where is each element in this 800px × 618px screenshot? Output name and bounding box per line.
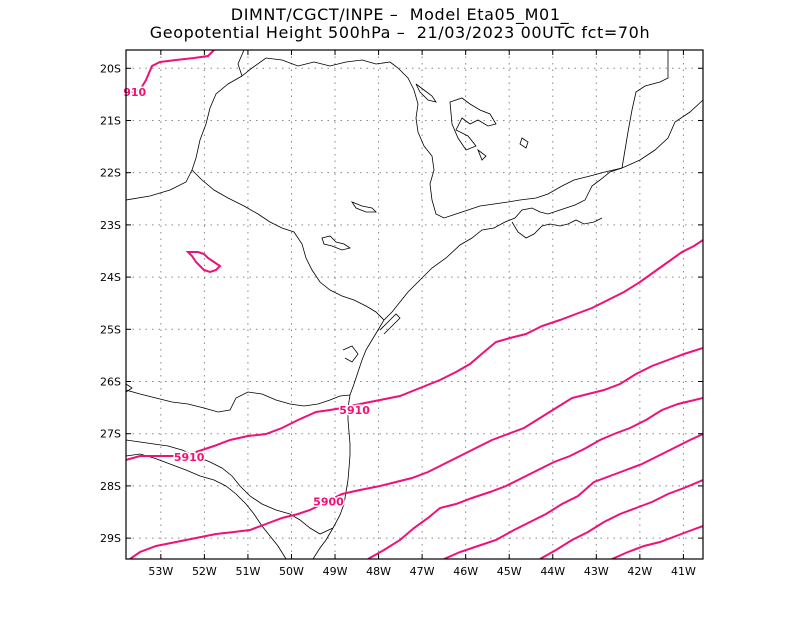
lake bbox=[350, 201, 377, 213]
coast-detail bbox=[379, 313, 401, 335]
geopotential-contours bbox=[126, 50, 703, 559]
lon-tick-label: 43W bbox=[584, 565, 609, 578]
contour-line bbox=[367, 397, 703, 559]
lat-tick-label: 28S bbox=[100, 480, 121, 493]
map-background bbox=[126, 50, 703, 559]
lake bbox=[321, 235, 351, 251]
state-border bbox=[621, 50, 669, 169]
contour-line bbox=[611, 525, 703, 559]
political-borders bbox=[126, 50, 703, 559]
state-border bbox=[126, 439, 334, 535]
lon-tick-label: 48W bbox=[366, 565, 391, 578]
lake bbox=[519, 137, 529, 149]
lake bbox=[477, 148, 487, 161]
state-border bbox=[126, 57, 391, 201]
contour-label: 5910 bbox=[339, 404, 370, 417]
state-border bbox=[237, 50, 245, 77]
coastline bbox=[312, 99, 703, 559]
lat-tick-label: 23S bbox=[100, 219, 121, 232]
lat-tick-label: 21S bbox=[100, 114, 121, 127]
state-border bbox=[389, 61, 623, 219]
country-border bbox=[126, 453, 287, 559]
contour-line bbox=[443, 433, 703, 559]
lon-tick-label: 47W bbox=[410, 565, 435, 578]
contour-line bbox=[185, 251, 222, 274]
contour-labels: 910 5910 5910 5900 bbox=[122, 84, 372, 510]
map-frame bbox=[125, 49, 704, 560]
contour-line bbox=[539, 479, 703, 559]
axis-ticks: 53W 52W 51W 50W 49W 48W 47W 46W 45W 44W 43W 42W 41W 2… bbox=[100, 50, 703, 578]
lat-tick-label: 27S bbox=[100, 428, 121, 441]
lon-tick-label: 44W bbox=[540, 565, 565, 578]
lon-tick-label: 41W bbox=[671, 565, 696, 578]
contour-label: 5900 bbox=[313, 496, 344, 509]
coast-detail bbox=[342, 345, 359, 363]
lat-tick-label: 26S bbox=[100, 376, 121, 389]
contour-line bbox=[129, 347, 703, 559]
lat-tick-label: 25S bbox=[100, 323, 121, 336]
lon-tick-label: 45W bbox=[497, 565, 522, 578]
lat-tick-label: 22S bbox=[100, 167, 121, 180]
contour-label: 910 bbox=[123, 86, 146, 99]
map-title-line2: Geopotential Height 500hPa – 21/03/2023 … bbox=[149, 23, 651, 42]
lon-tick-label: 42W bbox=[627, 565, 652, 578]
lon-tick-label: 52W bbox=[192, 565, 217, 578]
graticule bbox=[126, 50, 703, 559]
state-border bbox=[126, 389, 351, 413]
state-border bbox=[191, 169, 385, 321]
lake bbox=[449, 97, 497, 151]
lat-tick-label: 29S bbox=[100, 532, 121, 545]
lon-tick-label: 53W bbox=[148, 565, 173, 578]
contour-line bbox=[126, 239, 703, 461]
coast-detail bbox=[511, 217, 603, 239]
contour-line bbox=[126, 50, 215, 97]
lon-tick-label: 50W bbox=[279, 565, 304, 578]
lat-tick-label: 20S bbox=[100, 62, 121, 75]
country-border bbox=[126, 383, 133, 393]
lake bbox=[415, 83, 437, 103]
lon-tick-label: 51W bbox=[235, 565, 260, 578]
contour-label: 5910 bbox=[174, 451, 205, 464]
lon-tick-label: 49W bbox=[323, 565, 348, 578]
lat-tick-label: 24S bbox=[100, 271, 121, 284]
map-title-line1: DIMNT/CGCT/INPE – Model Eta05_M01_ bbox=[230, 5, 570, 24]
lon-tick-label: 46W bbox=[453, 565, 478, 578]
